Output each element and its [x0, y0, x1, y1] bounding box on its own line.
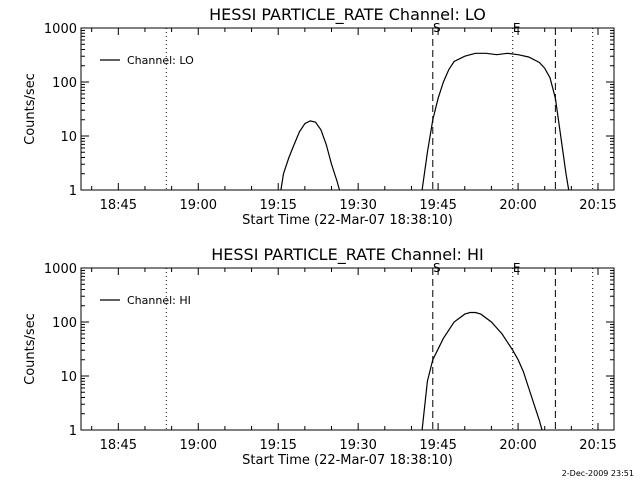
marker-label: S: [433, 261, 441, 275]
chart-title: HESSI PARTICLE_RATE Channel: LO: [209, 5, 486, 25]
series-line: [421, 311, 543, 431]
x-tick-label: 19:00: [180, 438, 217, 453]
x-tick-label: 19:15: [259, 438, 296, 453]
x-tick-label: 19:45: [419, 438, 456, 453]
x-tick-label: 18:45: [100, 438, 137, 453]
chart-title: HESSI PARTICLE_RATE Channel: HI: [211, 245, 484, 265]
y-tick-label: 10: [60, 370, 77, 385]
x-tick-label: 19:45: [419, 198, 456, 213]
marker-label: E: [513, 261, 521, 275]
marker-label: E: [513, 21, 521, 35]
legend-label: Channel: HI: [127, 294, 191, 307]
marker-label: S: [433, 21, 441, 35]
y-tick-label: 10: [60, 130, 77, 145]
timestamp-stamp: 2-Dec-2009 23:51: [561, 469, 634, 478]
x-tick-label: 19:15: [259, 198, 296, 213]
x-tick-label: 19:30: [339, 438, 376, 453]
x-tick-label: 19:30: [339, 198, 376, 213]
x-tick-label: 19:00: [180, 198, 217, 213]
y-axis-title: Counts/sec: [23, 73, 38, 145]
plot-frame: [80, 267, 615, 431]
y-tick-label: 100: [52, 316, 77, 331]
y-tick-label: 100: [52, 76, 77, 91]
y-axis-title: Counts/sec: [23, 313, 38, 385]
x-axis-title: Start Time (22-Mar-07 18:38:10): [242, 453, 453, 468]
y-tick-label: 1: [69, 184, 77, 199]
x-axis-title: Start Time (22-Mar-07 18:38:10): [242, 213, 453, 228]
x-tick-label: 20:15: [579, 438, 616, 453]
series-line: [421, 52, 570, 191]
y-tick-label: 1000: [44, 22, 77, 37]
x-tick-label: 20:15: [579, 198, 616, 213]
x-tick-label: 20:00: [499, 198, 536, 213]
series-line: [280, 120, 341, 191]
y-tick-label: 1: [69, 424, 77, 439]
legend-label: Channel: LO: [127, 54, 194, 67]
x-tick-label: 18:45: [100, 198, 137, 213]
x-tick-label: 20:00: [499, 438, 536, 453]
plot-frame: [80, 27, 615, 191]
y-tick-label: 1000: [44, 262, 77, 277]
chart-panel-2: HESSI PARTICLE_RATE Channel: HI Counts/se…: [23, 245, 617, 468]
chart-panel-1: HESSI PARTICLE_RATE Channel: LO Counts/se…: [23, 5, 617, 228]
